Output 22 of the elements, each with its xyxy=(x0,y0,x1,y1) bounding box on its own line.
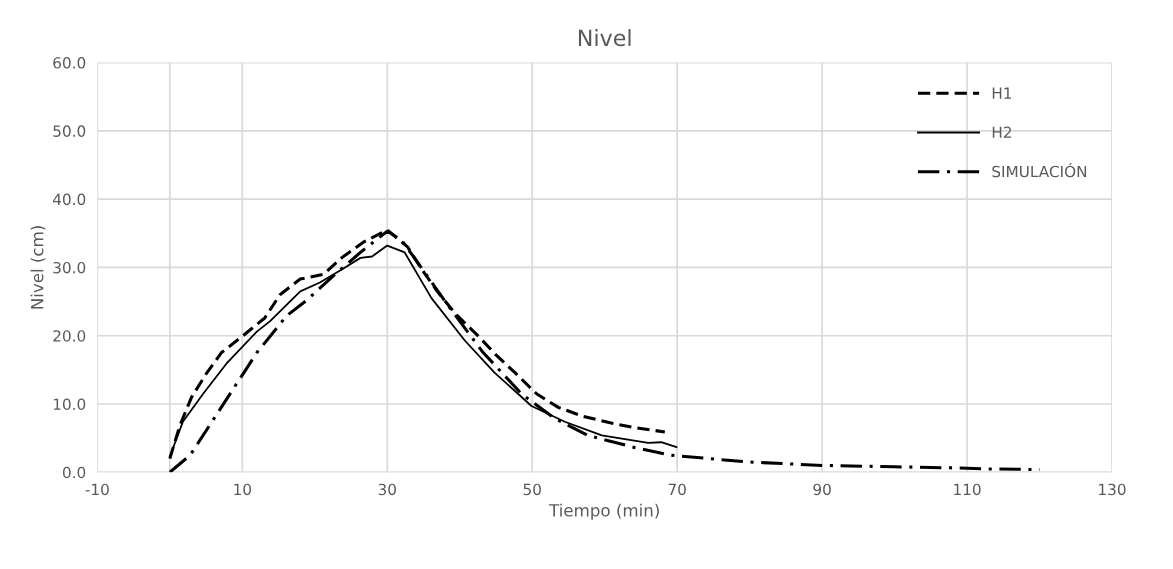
x-tick-label: 110 xyxy=(954,483,981,496)
y-tick-label: 20.0 xyxy=(53,330,86,342)
y-tick-label: 50.0 xyxy=(53,125,86,137)
chart-title: Nivel xyxy=(578,29,631,47)
x-tick-label: 30 xyxy=(378,483,396,496)
x-tick-label: 130 xyxy=(1099,483,1126,496)
y-tick-label: 40.0 xyxy=(52,193,86,206)
y-tick-label: 30.0 xyxy=(53,261,86,274)
x-tick-label: 10 xyxy=(234,483,252,496)
x-tick-label: 50 xyxy=(523,483,541,496)
legend-label: H1 xyxy=(992,87,1012,99)
x-tick-label: -10 xyxy=(85,483,109,496)
y-tick-label: 10.0 xyxy=(53,398,86,411)
x-tick-label: 90 xyxy=(813,483,831,496)
x-tick-label: 70 xyxy=(668,483,686,496)
y-axis-title: Nivel (cm) xyxy=(30,226,46,309)
y-tick-label: 60.0 xyxy=(53,57,86,69)
legend-label: H2 xyxy=(992,126,1011,138)
y-tick-label: 0.0 xyxy=(62,466,86,479)
x-axis-title: Tiempo (min) xyxy=(548,503,659,520)
line-series xyxy=(168,229,1042,473)
legend-label: SIMULACIÓN xyxy=(992,162,1087,178)
